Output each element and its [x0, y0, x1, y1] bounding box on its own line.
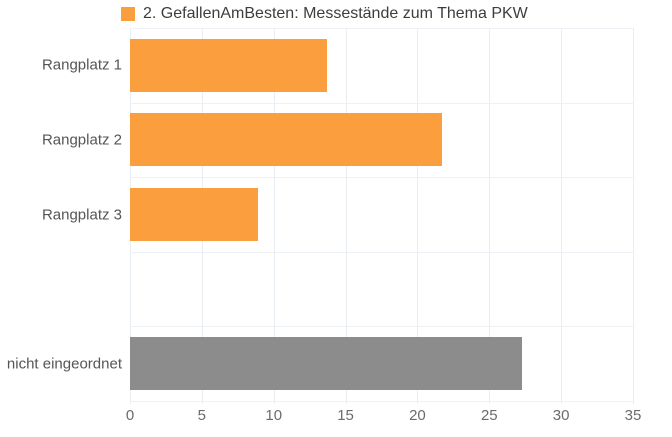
plot-area: [130, 28, 634, 404]
x-tick-label-0: 0: [125, 407, 135, 424]
category-labels: Rangplatz 1 Rangplatz 2 Rangplatz 3 nicht e…: [0, 28, 130, 401]
gridline-vertical-25: [489, 28, 491, 404]
x-tick-label-30: 30: [552, 407, 570, 424]
x-tick-label-10: 10: [265, 407, 283, 424]
gridline-horizontal-0: [130, 28, 633, 29]
x-tick-label-35: 35: [624, 407, 642, 424]
legend-swatch-icon: [121, 7, 135, 21]
gridline-horizontal-3: [130, 252, 633, 253]
legend-label: 2. GefallenAmBesten: Messestände zum The…: [143, 5, 528, 22]
bar-1[interactable]: [130, 38, 327, 92]
category-label-3: Rangplatz 3: [41, 206, 122, 223]
gridline-vertical-15: [345, 28, 347, 404]
category-label-5: nicht eingeordnet: [6, 355, 122, 373]
x-tick-label-15: 15: [337, 407, 354, 424]
x-tick-label-5: 5: [197, 407, 207, 424]
gridline-horizontal-5: [130, 401, 633, 402]
category-label-1: Rangplatz 1: [41, 56, 122, 74]
x-tick-label-25: 25: [480, 407, 498, 424]
category-label-2: Rangplatz 2: [41, 131, 122, 149]
gridline-horizontal-2: [130, 177, 633, 178]
gridline-vertical-10: [273, 28, 275, 404]
bar-5[interactable]: [130, 337, 523, 391]
gridline-horizontal-4: [130, 326, 633, 327]
gridline-horizontal-1: [130, 103, 633, 104]
bar-3[interactable]: [130, 188, 258, 241]
x-axis-labels: 0 5 10 15 20 25 30 35: [126, 407, 642, 429]
bar-2[interactable]: [130, 113, 442, 167]
chart-legend[interactable]: 2. GefallenAmBesten: Messestände zum The…: [121, 5, 528, 23]
x-tick-label-20: 20: [409, 407, 426, 424]
gridline-vertical-20: [417, 28, 419, 404]
gridline-vertical-35: [633, 28, 634, 404]
gridline-vertical-30: [561, 28, 563, 404]
